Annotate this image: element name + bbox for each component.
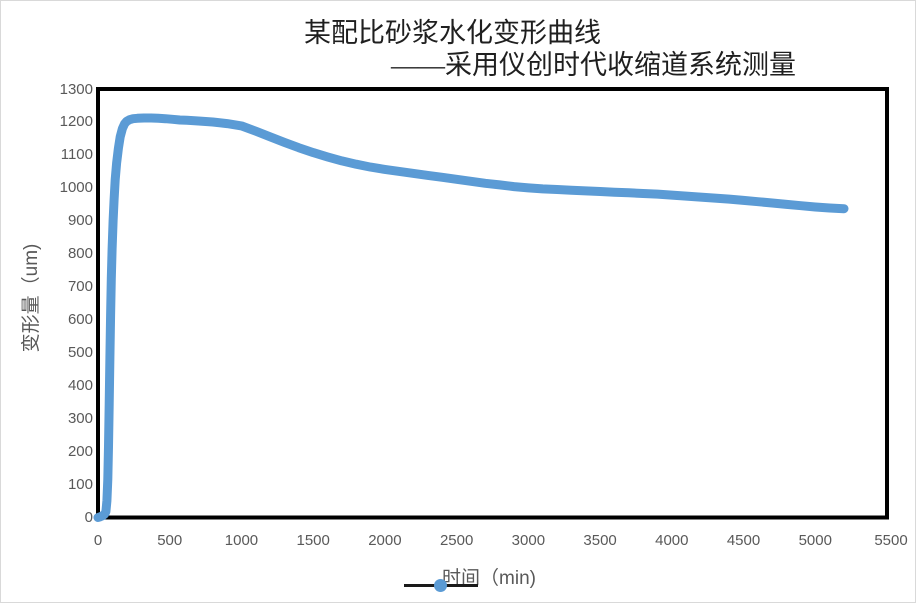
chart-title-line2: ——采用仪创时代收缩道系统测量 [391,50,796,80]
x-tick-label: 2000 [368,532,402,549]
x-tick-label: 4000 [655,532,689,549]
legend-marker-dot-icon [434,579,447,592]
y-tick-label: 400 [67,377,93,395]
y-tick-label: 1200 [59,113,93,131]
y-tick-label: 900 [67,212,93,230]
y-tick-label: 1100 [60,146,93,164]
x-tick-label: 500 [157,532,183,549]
x-tick-label: 5000 [798,532,832,549]
y-tick-label: 700 [67,278,93,296]
y-tick-label: 500 [67,344,93,362]
y-tick-label: 100 [67,476,93,494]
x-tick-label: 5500 [874,532,908,549]
y-tick-label: 1000 [59,179,93,197]
plot-area-border [96,87,889,520]
x-tick-label: 2500 [439,532,474,549]
chart-title-line1: 某配比砂浆水化变形曲线 [304,18,601,48]
x-axis-title: 时间（min) [442,568,536,589]
y-tick-label: 800 [67,245,93,263]
y-tick-label: 0 [84,509,93,526]
y-tick-label: 600 [67,311,93,329]
x-tick-label: 0 [93,532,103,549]
y-tick-label: 200 [67,443,93,461]
x-tick-label: 3500 [583,532,617,549]
y-tick-label: 300 [67,410,93,428]
deformation-curve[interactable] [93,113,849,522]
x-tick-label: 1000 [224,532,259,549]
x-tick-label: 4500 [726,532,761,549]
y-tick-label: 1300 [59,80,93,98]
x-tick-label: 3000 [511,532,546,549]
x-tick-label: 1500 [296,532,330,549]
